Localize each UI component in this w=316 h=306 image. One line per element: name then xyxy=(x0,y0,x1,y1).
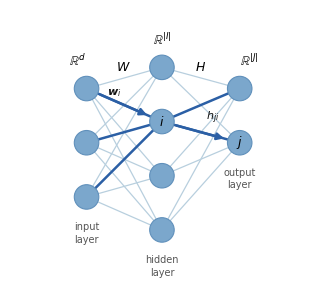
Text: input
layer: input layer xyxy=(74,222,99,244)
Text: hidden
layer: hidden layer xyxy=(145,255,179,278)
Text: $W$: $W$ xyxy=(116,61,131,74)
Circle shape xyxy=(74,76,99,101)
Circle shape xyxy=(150,218,174,242)
Text: $i$: $i$ xyxy=(159,114,165,129)
Circle shape xyxy=(74,185,99,209)
Circle shape xyxy=(74,130,99,155)
Text: $H$: $H$ xyxy=(195,61,206,74)
Circle shape xyxy=(228,130,252,155)
Text: output
layer: output layer xyxy=(223,168,256,190)
Text: $\mathbb{R}^{|J|}$: $\mathbb{R}^{|J|}$ xyxy=(240,53,258,69)
Circle shape xyxy=(150,109,174,134)
Circle shape xyxy=(228,76,252,101)
Text: $h_{ji}$: $h_{ji}$ xyxy=(205,110,219,126)
Circle shape xyxy=(150,55,174,80)
Text: $\boldsymbol{w}_i$: $\boldsymbol{w}_i$ xyxy=(107,87,122,99)
Circle shape xyxy=(150,163,174,188)
Text: $\mathbb{R}^d$: $\mathbb{R}^d$ xyxy=(69,53,86,69)
Text: $j$: $j$ xyxy=(236,134,243,151)
Text: $\mathbb{R}^{|I|}$: $\mathbb{R}^{|I|}$ xyxy=(153,32,171,48)
